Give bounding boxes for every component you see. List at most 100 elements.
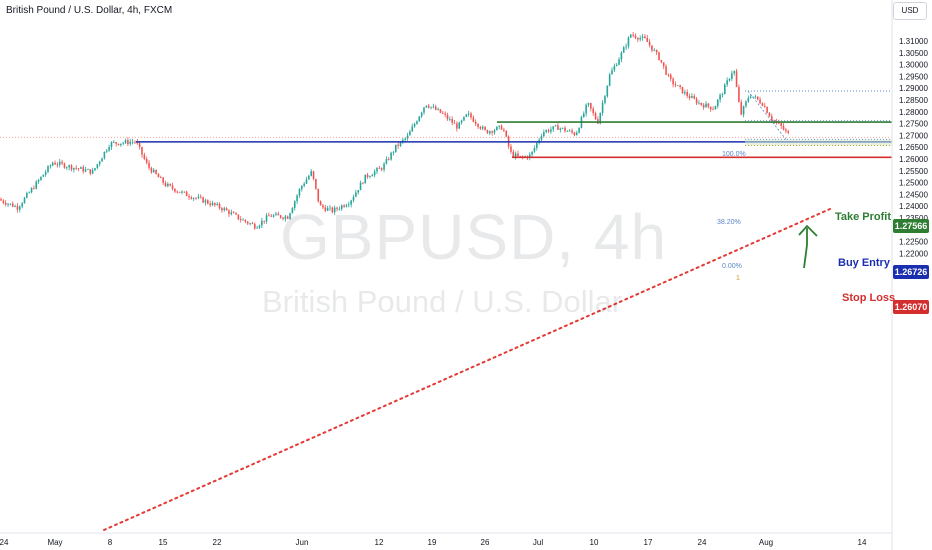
currency-selector[interactable]: USD xyxy=(893,2,927,20)
candle-down xyxy=(510,146,512,152)
candle-down xyxy=(263,220,265,222)
time-axis[interactable]: 24 May 8 15 22 Jun 12 19 26 Jul 10 17 24 Aug 14 xyxy=(0,532,892,547)
candle-up xyxy=(465,114,468,117)
candle-up xyxy=(749,96,752,98)
time-tick-label: 24 xyxy=(698,538,707,547)
candle-up xyxy=(310,171,312,176)
candle-down xyxy=(127,140,129,144)
candle-up xyxy=(84,169,87,172)
candle-down xyxy=(474,121,477,124)
candle-up xyxy=(333,207,336,213)
candle-up xyxy=(230,212,233,215)
price-tick-label: 1.26500 xyxy=(899,143,928,152)
candle-down xyxy=(740,102,743,115)
candle-up xyxy=(289,213,291,219)
candle-up xyxy=(242,219,244,221)
candle-up xyxy=(728,78,731,81)
candle-up xyxy=(101,158,103,162)
candle-up xyxy=(305,179,308,184)
candle-up xyxy=(552,126,555,130)
candle-up xyxy=(340,205,343,209)
candle-up xyxy=(66,167,68,169)
candle-up xyxy=(204,200,207,203)
candle-up xyxy=(733,71,735,74)
candle-down xyxy=(456,123,458,129)
candle-down xyxy=(766,106,768,113)
candle-down xyxy=(651,45,653,51)
candle-up xyxy=(639,37,641,40)
candle-down xyxy=(138,143,141,148)
candle-up xyxy=(192,197,195,199)
candle-down xyxy=(397,144,399,146)
candle-down xyxy=(178,191,181,193)
stop-loss-price-tag: 1.26070 xyxy=(893,300,929,314)
candle-up xyxy=(587,102,590,105)
trendline[interactable] xyxy=(103,208,831,531)
candle-down xyxy=(244,219,247,222)
candle-down xyxy=(505,130,508,137)
candle-down xyxy=(254,223,256,229)
candle-up xyxy=(498,125,500,127)
candle-down xyxy=(270,215,273,217)
chart-legend-title: British Pound / U.S. Dollar, 4h, FXCM xyxy=(6,5,173,16)
candle-up xyxy=(496,126,498,131)
candle-down xyxy=(590,102,592,109)
candle-down xyxy=(674,84,677,86)
time-tick-label: 14 xyxy=(858,538,867,547)
candle-down xyxy=(768,112,771,117)
candle-up xyxy=(543,131,545,137)
candle-down xyxy=(279,215,282,218)
candle-up xyxy=(345,205,348,207)
candle-down xyxy=(183,191,186,193)
price-tick-label: 1.25000 xyxy=(899,179,928,188)
candle-up xyxy=(103,151,106,159)
candle-down xyxy=(634,35,637,39)
candle-down xyxy=(56,164,59,166)
candle-up xyxy=(533,147,536,152)
candle-up xyxy=(437,109,439,110)
candle-down xyxy=(157,174,160,178)
time-tick-label: 26 xyxy=(481,538,490,547)
candle-up xyxy=(714,106,717,110)
candle-down xyxy=(286,216,289,219)
candle-down xyxy=(517,153,519,157)
candle-down xyxy=(503,129,505,131)
candle-up xyxy=(68,165,70,168)
candle-down xyxy=(700,102,703,105)
candle-up xyxy=(73,167,75,170)
candle-up xyxy=(26,193,28,198)
candle-down xyxy=(780,123,782,127)
candle-down xyxy=(773,120,775,122)
candle-up xyxy=(754,96,757,98)
candle-down xyxy=(672,78,674,85)
candle-up xyxy=(301,185,303,190)
candle-up xyxy=(536,143,538,148)
candle-down xyxy=(695,98,698,104)
candle-down xyxy=(681,86,684,94)
stop-loss-label: Stop Loss xyxy=(842,292,896,304)
candle-up xyxy=(724,84,726,95)
candle-down xyxy=(148,162,150,168)
buy-entry-label: Buy Entry xyxy=(838,257,890,269)
candle-up xyxy=(540,136,543,140)
candle-down xyxy=(277,213,280,216)
candle-up xyxy=(613,66,616,71)
candle-down xyxy=(145,158,148,163)
candle-down xyxy=(491,131,493,133)
candle-up xyxy=(550,129,552,132)
candle-up xyxy=(256,227,258,229)
candle-down xyxy=(442,112,444,114)
candle-down xyxy=(571,130,573,133)
time-tick-label: 15 xyxy=(159,538,168,547)
candle-down xyxy=(195,197,197,199)
candle-up xyxy=(392,151,395,153)
price-axis[interactable]: 1.31000 1.30500 1.30000 1.29500 1.29000 1.285… xyxy=(891,0,928,550)
candle-up xyxy=(91,170,94,174)
candle-down xyxy=(712,109,714,111)
candle-down xyxy=(232,212,235,214)
candle-down xyxy=(427,105,430,108)
candle-up xyxy=(326,208,329,211)
candle-down xyxy=(693,96,696,99)
candle-down xyxy=(665,66,667,75)
